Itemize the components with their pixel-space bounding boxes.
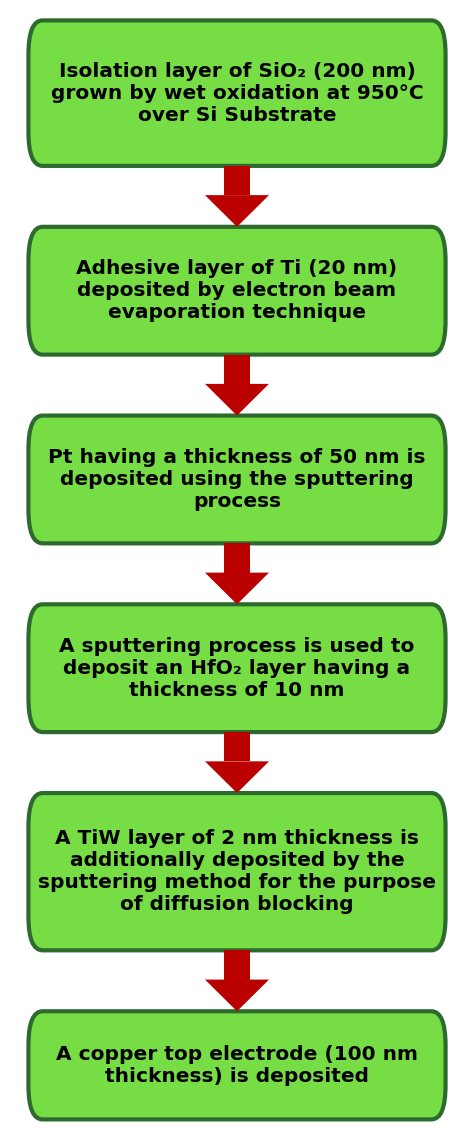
FancyBboxPatch shape xyxy=(28,1012,446,1119)
Bar xyxy=(224,355,250,384)
Text: Pt having a thickness of 50 nm is
deposited using the sputtering
process: Pt having a thickness of 50 nm is deposi… xyxy=(48,448,426,511)
Polygon shape xyxy=(205,761,269,793)
Text: A TiW layer of 2 nm thickness is
additionally deposited by the
sputtering method: A TiW layer of 2 nm thickness is additio… xyxy=(38,829,436,914)
Bar xyxy=(224,165,250,195)
Polygon shape xyxy=(205,195,269,227)
FancyBboxPatch shape xyxy=(28,793,446,951)
Text: Adhesive layer of Ti (20 nm)
deposited by electron beam
evaporation technique: Adhesive layer of Ti (20 nm) deposited b… xyxy=(76,259,398,322)
Bar xyxy=(224,732,250,761)
Polygon shape xyxy=(205,384,269,416)
Text: Isolation layer of SiO₂ (200 nm)
grown by wet oxidation at 950°C
over Si Substra: Isolation layer of SiO₂ (200 nm) grown b… xyxy=(51,61,423,125)
Text: A copper top electrode (100 nm
thickness) is deposited: A copper top electrode (100 nm thickness… xyxy=(56,1045,418,1085)
FancyBboxPatch shape xyxy=(28,416,446,544)
Polygon shape xyxy=(205,980,269,1012)
FancyBboxPatch shape xyxy=(28,227,446,355)
FancyBboxPatch shape xyxy=(28,604,446,732)
Text: A sputtering process is used to
deposit an HfO₂ layer having a
thickness of 10 n: A sputtering process is used to deposit … xyxy=(59,637,415,700)
Bar xyxy=(224,951,250,980)
FancyBboxPatch shape xyxy=(28,20,446,165)
Bar xyxy=(224,544,250,572)
Polygon shape xyxy=(205,572,269,604)
